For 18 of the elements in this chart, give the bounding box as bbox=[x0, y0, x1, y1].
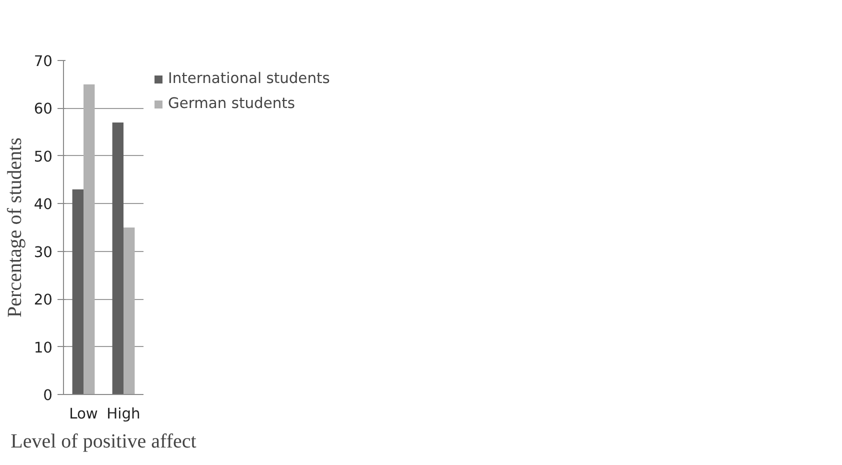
y-axis-title: Percentage of students bbox=[4, 137, 26, 318]
y-tick-label: 40 bbox=[34, 196, 53, 214]
y-tick-label: 0 bbox=[43, 387, 53, 404]
bar bbox=[124, 228, 135, 394]
bar bbox=[84, 84, 95, 394]
y-tick-label: 60 bbox=[34, 100, 53, 118]
y-tick-label: 70 bbox=[34, 53, 53, 70]
y-tick-label: 10 bbox=[34, 339, 53, 356]
x-tick-label: High bbox=[106, 406, 140, 422]
bar bbox=[72, 189, 84, 394]
legend-label: German students bbox=[168, 95, 296, 112]
x-tick-label: Low bbox=[69, 406, 98, 422]
legend-label: International students bbox=[168, 70, 330, 87]
y-tick-label: 20 bbox=[34, 292, 53, 309]
y-tick-label: 50 bbox=[34, 148, 53, 166]
y-tick-label: 30 bbox=[34, 244, 53, 261]
x-axis-title: Level of positive affect bbox=[10, 430, 197, 452]
bar bbox=[112, 122, 124, 394]
